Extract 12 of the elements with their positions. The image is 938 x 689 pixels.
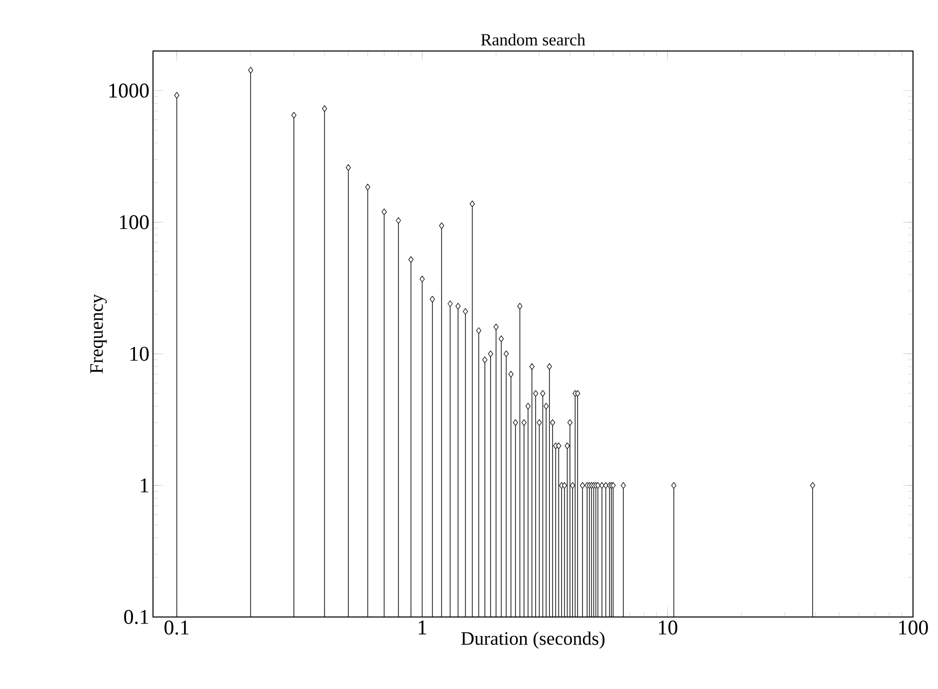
- x-tick-label: 100: [899, 620, 928, 635]
- y-tick-label: 1: [140, 478, 148, 492]
- chart-title: Random search: [481, 34, 586, 46]
- x-axis-title: Duration (seconds): [461, 632, 604, 649]
- y-tick-label: 10: [130, 346, 149, 361]
- x-tick-label: 10: [658, 620, 678, 635]
- y-tick-label: 100: [120, 215, 149, 230]
- y-tick-label: 1000: [109, 84, 149, 98]
- x-tick-label: 1: [418, 620, 426, 634]
- y-tick-label: 0.1: [124, 610, 148, 624]
- x-tick-label: 0.1: [164, 620, 189, 635]
- y-axis-title: Frequency: [90, 294, 107, 374]
